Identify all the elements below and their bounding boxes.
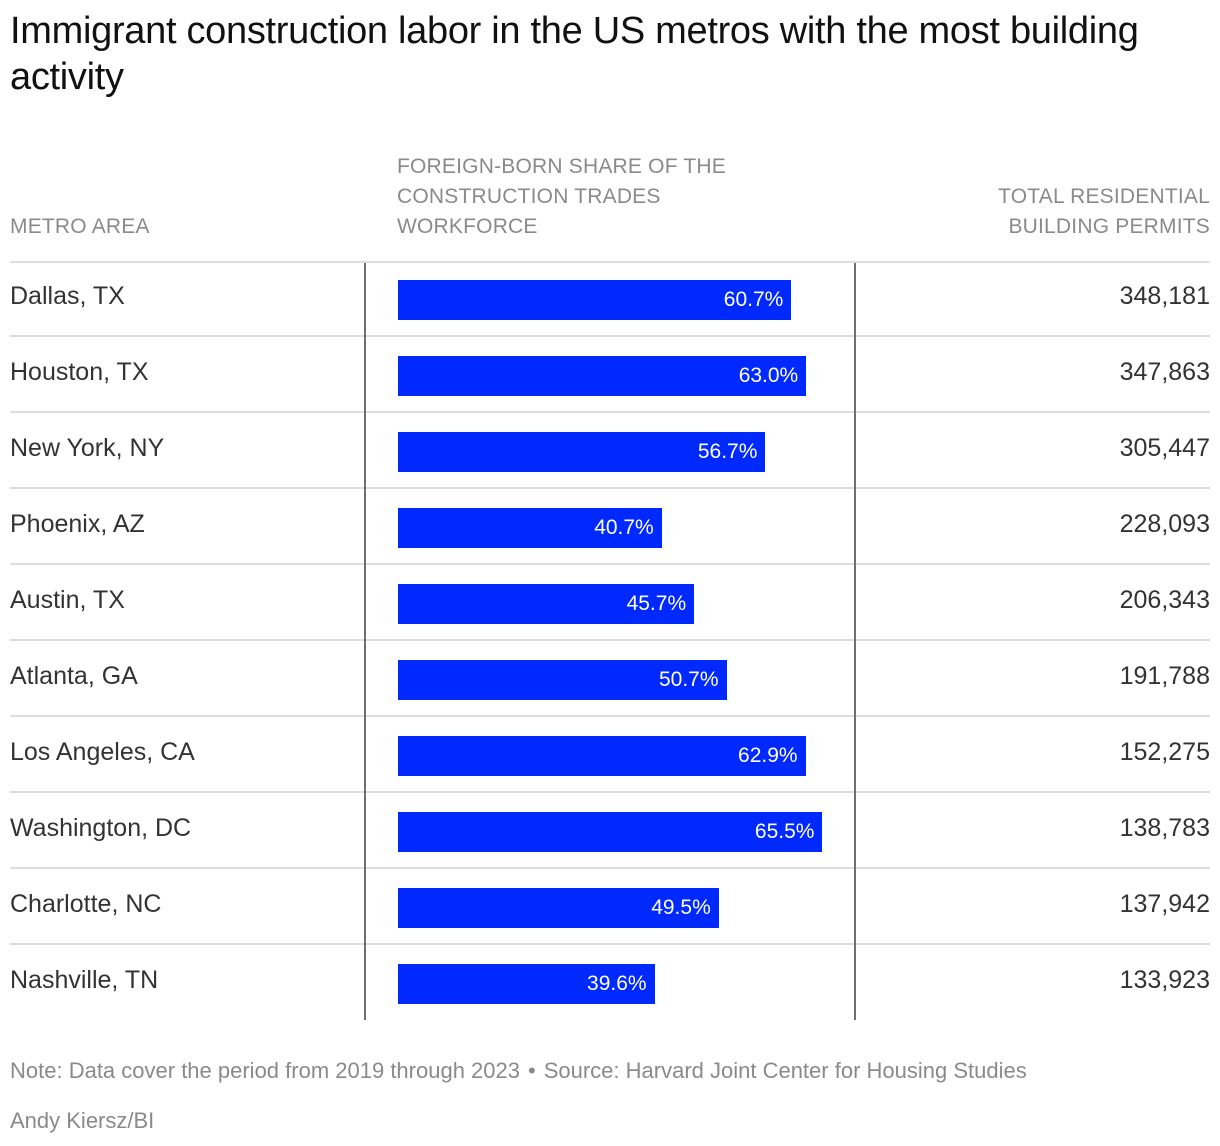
metro-name: Washington, DC [10, 814, 192, 842]
note-text: Note: Data cover the period from 2019 th… [10, 1058, 520, 1083]
source-text: Source: Harvard Joint Center for Housing… [543, 1058, 1027, 1083]
table-row: Atlanta, GA 50.7% 191,788 [10, 641, 1210, 717]
bar-value-label: 40.7% [594, 516, 654, 539]
separator-dot: • [528, 1058, 536, 1083]
bar-column-left-divider [364, 263, 366, 1020]
table-row: Austin, TX 45.7% 206,343 [10, 565, 1210, 641]
bar-value-label: 39.6% [587, 972, 647, 995]
permits-value: 348,181 [1119, 282, 1210, 310]
metro-name: Los Angeles, CA [10, 738, 195, 766]
table-row: Los Angeles, CA 62.9% 152,275 [10, 717, 1210, 793]
metro-name: New York, NY [10, 434, 165, 462]
table-row: Washington, DC 65.5% 138,783 [10, 793, 1210, 869]
header-foreign-born-share: FOREIGN-BORN SHARE OF THE CONSTRUCTION T… [397, 155, 726, 238]
bar-column-right-divider [854, 263, 856, 1020]
share-bar: 45.7% [398, 584, 695, 624]
permits-value: 206,343 [1119, 586, 1210, 614]
metro-name: Austin, TX [10, 586, 125, 614]
metro-name: Dallas, TX [10, 282, 125, 310]
permits-value: 191,788 [1119, 662, 1210, 690]
table-row: Houston, TX 63.0% 347,863 [10, 337, 1210, 413]
share-bar: 62.9% [398, 736, 806, 776]
table-row: Phoenix, AZ 40.7% 228,093 [10, 489, 1210, 565]
permits-value: 305,447 [1119, 434, 1210, 462]
bar-value-label: 49.5% [651, 896, 711, 919]
metro-name: Charlotte, NC [10, 890, 162, 918]
data-table: Dallas, TX 60.7% 348,181 Houston, TX 63.0% 34… [10, 261, 1210, 1021]
bar-value-label: 62.9% [738, 744, 798, 767]
share-bar: 40.7% [398, 508, 662, 548]
share-bar: 56.7% [398, 432, 766, 472]
permits-value: 228,093 [1119, 510, 1210, 538]
share-bar: 50.7% [398, 660, 727, 700]
share-bar: 65.5% [398, 812, 823, 852]
footnote: Note: Data cover the period from 2019 th… [10, 1056, 1027, 1086]
bar-value-label: 63.0% [738, 364, 799, 387]
share-bar: 60.7% [398, 280, 792, 320]
permits-value: 347,863 [1119, 358, 1210, 386]
table-row: New York, NY 56.7% 305,447 [10, 413, 1210, 489]
metro-name: Nashville, TN [10, 966, 159, 994]
permits-value: 137,942 [1119, 890, 1210, 918]
bar-value-label: 45.7% [626, 592, 687, 615]
bar-value-label: 65.5% [754, 820, 815, 843]
table-row: Nashville, TN 39.6% 133,923 [10, 945, 1210, 1021]
bar-value-label: 60.7% [723, 288, 784, 311]
permits-value: 133,923 [1119, 966, 1210, 994]
chart-title: Immigrant construction labor in the US m… [10, 10, 1139, 98]
permits-value: 138,783 [1119, 814, 1210, 842]
share-bar: 39.6% [398, 964, 655, 1004]
header-metro-area: METRO AREA [10, 215, 150, 238]
metro-name: Atlanta, GA [10, 662, 138, 690]
permits-value: 152,275 [1119, 738, 1210, 766]
table-row: Dallas, TX 60.7% 348,181 [10, 261, 1210, 337]
metro-name: Phoenix, AZ [10, 510, 145, 538]
header-building-permits: TOTAL RESIDENTIAL BUILDING PERMITS [998, 185, 1210, 238]
credit: Andy Kiersz/BI [10, 1108, 155, 1133]
share-bar: 63.0% [398, 356, 807, 396]
bar-value-label: 50.7% [658, 668, 719, 691]
metro-name: Houston, TX [10, 358, 149, 386]
table-row: Charlotte, NC 49.5% 137,942 [10, 869, 1210, 945]
share-bar: 49.5% [398, 888, 719, 928]
table-top-rule [10, 261, 1210, 263]
bar-value-label: 56.7% [697, 440, 758, 463]
